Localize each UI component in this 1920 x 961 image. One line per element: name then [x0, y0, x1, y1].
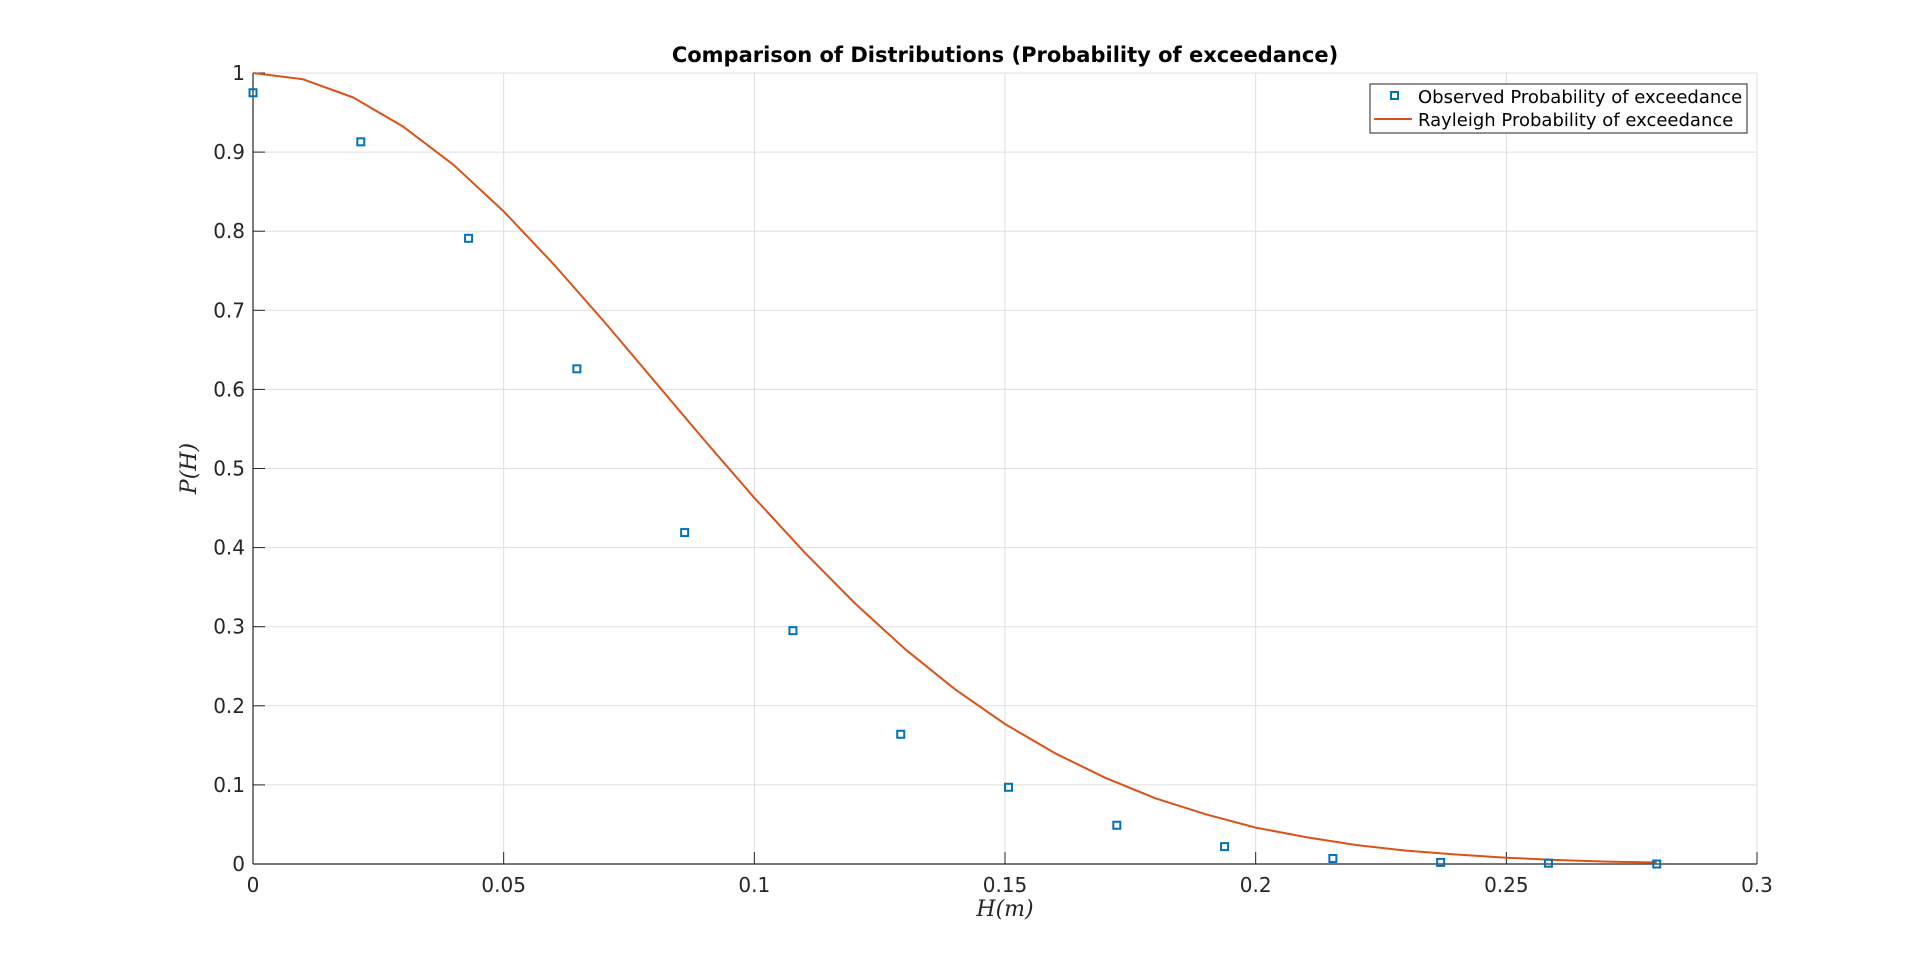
legend-box — [1369, 83, 1748, 134]
observed-point — [680, 528, 690, 538]
y-tick-label: 0.6 — [213, 377, 245, 401]
x-tick-label: 0.3 — [1741, 873, 1773, 897]
observed-point — [1004, 782, 1014, 792]
rayleigh-curve — [252, 72, 1657, 864]
observed-point — [1652, 859, 1662, 869]
observed-point — [788, 626, 798, 636]
y-tick-label: 0.3 — [213, 615, 245, 639]
observed-point — [1112, 820, 1122, 830]
y-tick-label: 1 — [232, 61, 245, 85]
series-layer — [248, 72, 1662, 869]
legend: Observed Probability of exceedance Rayle… — [1369, 83, 1748, 134]
y-tick-label: 0.2 — [213, 694, 245, 718]
y-tick-label: 0.5 — [213, 457, 245, 481]
observed-point — [464, 233, 474, 243]
x-tick-label: 0.1 — [738, 873, 770, 897]
x-tick-label: 0 — [247, 873, 260, 897]
x-tick-label: 0.25 — [1484, 873, 1529, 897]
observed-point — [1328, 853, 1338, 863]
y-tick-label: 0.9 — [213, 140, 245, 164]
legend-label-observed: Observed Probability of exceedance — [1418, 87, 1742, 108]
y-tick-label: 0.7 — [213, 298, 245, 322]
x-axis-label: H(m) — [975, 897, 1033, 922]
axes — [252, 72, 1758, 865]
y-tick-label: 0 — [232, 852, 245, 876]
y-tick-label: 0.1 — [213, 773, 245, 797]
legend-marker-observed — [1390, 91, 1399, 100]
x-tick-label: 0.15 — [983, 873, 1028, 897]
observed-point — [1543, 858, 1553, 868]
observed-point — [896, 729, 906, 739]
legend-label-rayleigh: Rayleigh Probability of exceedance — [1418, 110, 1733, 131]
observed-point — [1220, 842, 1230, 852]
observed-point — [248, 88, 258, 98]
y-axis-label: P(H) — [177, 443, 202, 495]
x-tick-label: 0.2 — [1240, 873, 1272, 897]
y-tick-label: 0.4 — [213, 536, 245, 560]
tick-labels: 0 0.05 0.1 0.15 0.2 0.25 0.3 0 0.1 0.2 0.3 0.4 0.5 0.… — [213, 61, 1773, 897]
observed-point — [356, 137, 366, 147]
observed-point — [1436, 857, 1446, 867]
observed-point — [572, 364, 582, 374]
y-tick-label: 0.8 — [213, 219, 245, 243]
x-tick-label: 0.05 — [481, 873, 526, 897]
chart-title: Comparison of Distributions (Probability… — [672, 43, 1338, 67]
